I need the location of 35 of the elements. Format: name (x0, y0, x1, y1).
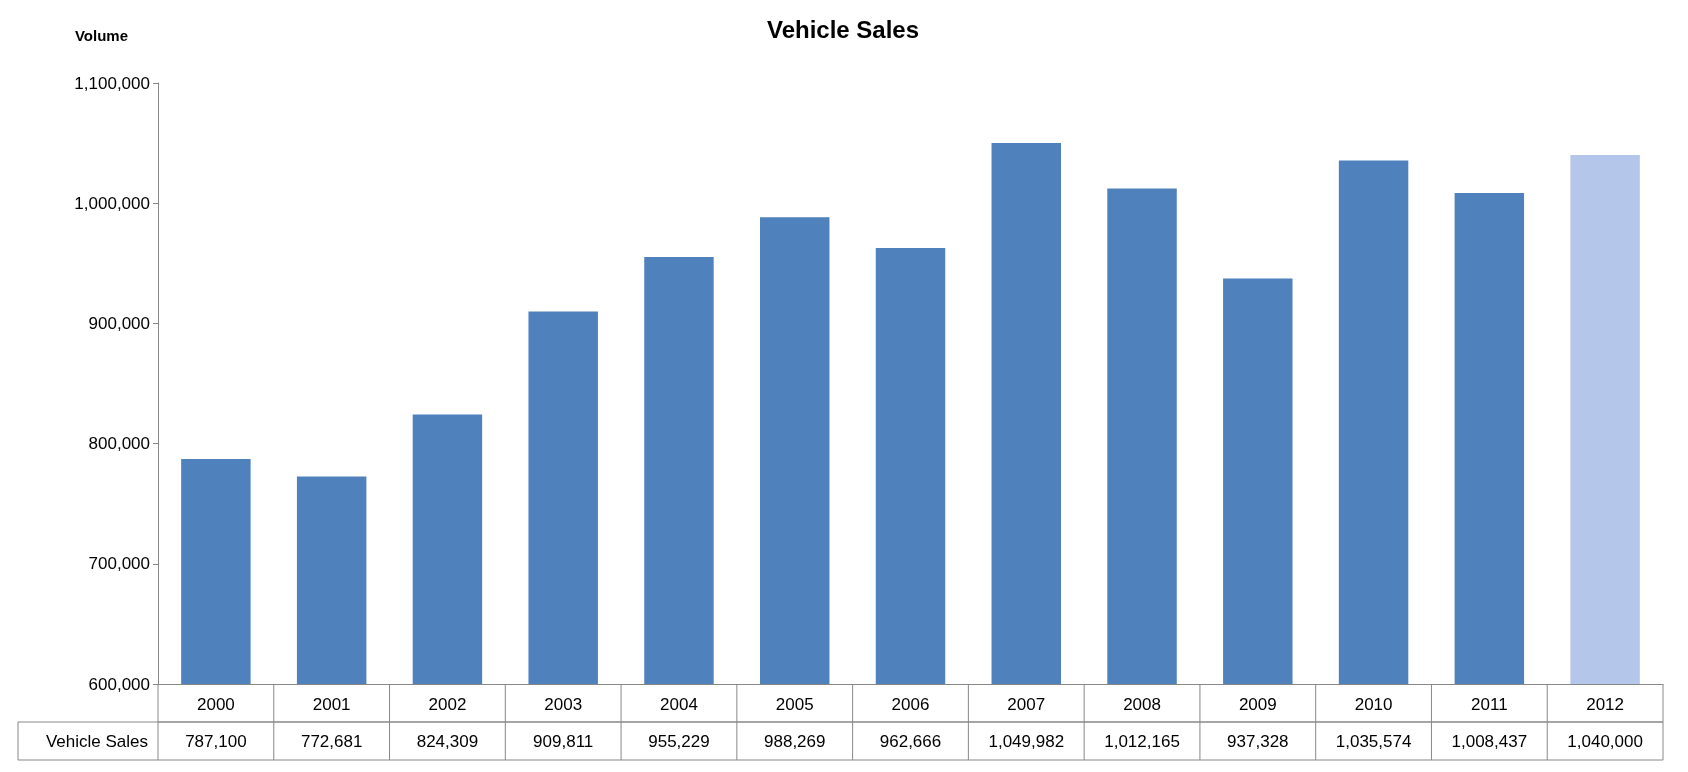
x-tick-label: 2004 (660, 695, 698, 714)
x-tick-label: 2010 (1354, 695, 1393, 714)
text: Vehicle Sales (45, 731, 148, 751)
y-tick-label: 1,000,000 (74, 193, 150, 213)
x-tick-label: 2005 (775, 695, 814, 714)
x-tick-label: 2011 (1471, 695, 1508, 714)
y-tick-label: 800,000 (88, 434, 150, 454)
data-label: 1,049,982 (988, 731, 1065, 751)
data-label: 787,100 (185, 731, 247, 751)
x-tick-label: 2007 (1007, 695, 1046, 714)
x-tick-label: 2003 (544, 695, 583, 714)
data-label: 937,328 (1227, 731, 1289, 751)
x-tick-label: 2006 (891, 695, 930, 714)
chart-title: Vehicle Sales (766, 15, 920, 43)
y-tick-label: 1,100,000 (74, 73, 150, 93)
x-tick-label: 2008 (1123, 695, 1161, 714)
data-label: 955,229 (648, 731, 710, 751)
data-label: 909,811 (533, 731, 594, 751)
x-tick-label: 2002 (428, 695, 467, 714)
x-tick-label: 2009 (1238, 695, 1277, 714)
y-tick-label: 700,000 (88, 554, 150, 574)
data-label: 1,008,437 (1451, 731, 1528, 751)
data-label: 772,681 (300, 731, 363, 751)
data-label: 1,040,000 (1567, 731, 1643, 751)
y-axis-title: Volume (74, 27, 128, 44)
y-tick-label: 900,000 (88, 313, 150, 333)
data-label: 824,309 (416, 731, 479, 751)
data-label: 988,269 (764, 731, 826, 751)
x-tick-label: 2000 (196, 695, 235, 714)
x-tick-label: 2001 (312, 695, 351, 714)
y-tick-label: 600,000 (88, 674, 150, 694)
data-label: 962,666 (879, 731, 942, 751)
data-label: 1,035,574 (1335, 731, 1412, 751)
x-tick-label: 2012 (1586, 695, 1625, 714)
data-label: 1,012,165 (1104, 731, 1180, 751)
